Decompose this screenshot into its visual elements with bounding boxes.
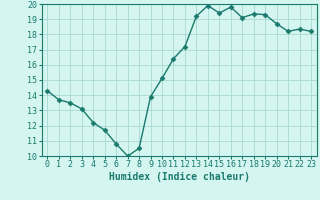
X-axis label: Humidex (Indice chaleur): Humidex (Indice chaleur) <box>109 172 250 182</box>
